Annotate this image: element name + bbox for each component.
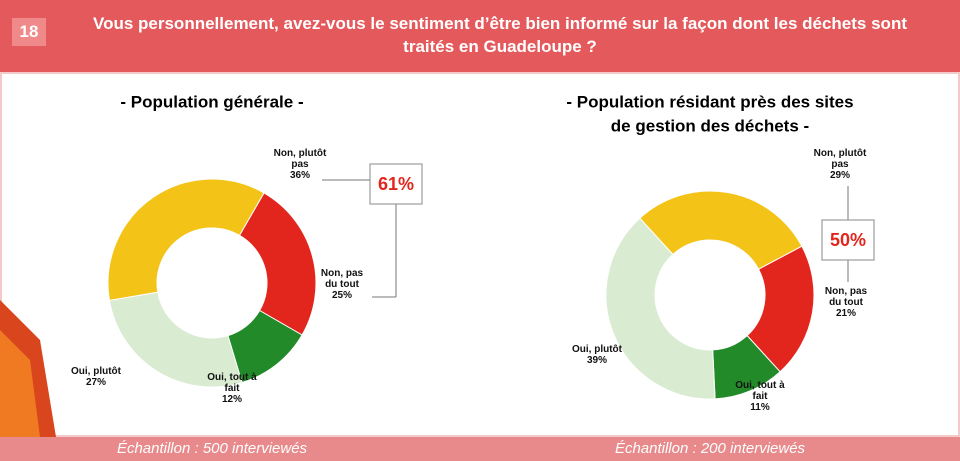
chart-title: - Population résidant près des sites (566, 92, 853, 111)
callout: 50% (830, 230, 866, 250)
sample-note: Échantillon : 200 interviewés (560, 440, 860, 457)
slide-number: 18 (12, 18, 46, 46)
segment-label: Oui, plutôt (562, 344, 632, 355)
segment-label: Oui, tout à fait (203, 372, 261, 394)
value-label: 25% (317, 290, 367, 301)
segment-label: Oui, tout à fait (731, 380, 789, 402)
slide: - Population générale - 61% - Population r… (0, 0, 960, 461)
value-label: 36% (271, 170, 329, 181)
segment-label: Non, plutôt pas (811, 148, 869, 170)
segment-label: Oui, plutôt (61, 366, 131, 377)
segment-label: Non, pas du tout (821, 286, 871, 308)
value-label: 39% (562, 355, 632, 366)
chart-title: - Population générale - (120, 92, 303, 111)
value-label: 12% (203, 394, 261, 405)
value-label: 29% (811, 170, 869, 181)
segment-label: Non, pas du tout (317, 268, 367, 290)
chart-title: de gestion des déchets - (611, 116, 809, 135)
callout: 61% (378, 174, 414, 194)
question: Vous personnellement, avez-vous le senti… (90, 12, 910, 58)
value-label: 11% (731, 402, 789, 413)
sample-note: Échantillon : 500 interviewés (62, 440, 362, 457)
segment-label: Non, plutôt pas (271, 148, 329, 170)
value-label: 21% (821, 308, 871, 319)
value-label: 27% (61, 377, 131, 388)
